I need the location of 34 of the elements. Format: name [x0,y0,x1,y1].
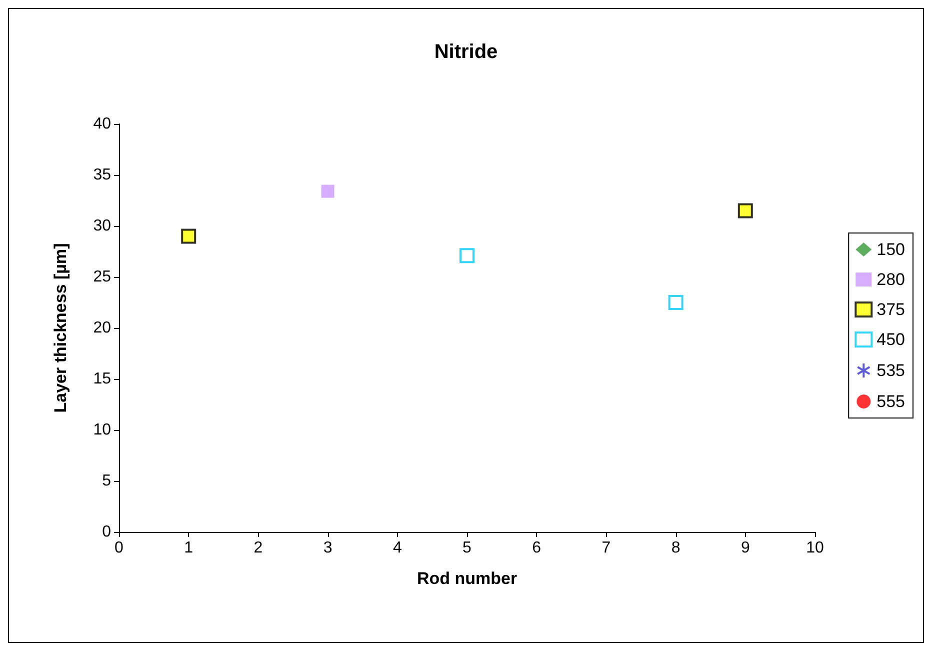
x-tick-label: 1 [184,540,194,556]
x-tick-label: 3 [323,540,332,556]
point [321,184,334,198]
y-tick-label: 10 [93,422,112,438]
y-tick-label: 5 [102,472,112,490]
y-tick-label: 40 [93,116,112,132]
x-tick-label: 8 [671,540,680,556]
x-axis-title: Rod number [416,569,518,588]
x-tick-label: 0 [114,540,124,556]
y-tick-label: 25 [93,268,112,286]
legend-label: 375 [876,300,906,319]
y-tick-label: 15 [93,370,112,388]
x-tick-label: 4 [392,540,402,556]
point [668,295,684,310]
y-tick-label: 30 [93,218,112,234]
x-tick-label: 6 [532,540,542,556]
legend-label: 280 [876,270,906,289]
legend-label: 555 [876,392,906,411]
legend-label: 535 [876,361,906,380]
y-axis-title: Layer thickness [µm] [51,243,70,413]
y-tick-label: 0 [102,524,112,540]
legend-label: 450 [876,330,906,349]
point [181,228,196,244]
x-tick-label: 2 [254,540,263,556]
y-tick-label: 20 [93,320,112,336]
x-tick-label: 9 [740,540,750,556]
x-tick-label: 10 [806,540,824,556]
chart-title: Nitride [434,41,498,63]
legend-label: 150 [876,240,906,259]
y-tick-label: 35 [93,166,112,184]
x-tick-label: 5 [462,540,472,556]
x-tick-label: 7 [602,540,611,556]
point [738,203,753,218]
point [460,248,474,264]
